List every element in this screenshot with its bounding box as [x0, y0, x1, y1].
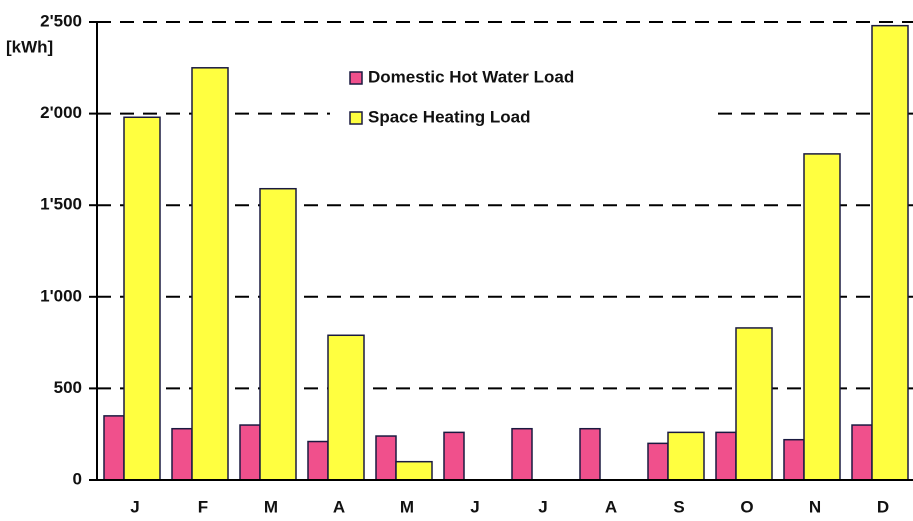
bar [851, 424, 873, 481]
x-tick-label: J [538, 497, 547, 516]
bar [511, 427, 533, 481]
bar [443, 431, 465, 481]
y-tick-label: 1'000 [40, 286, 82, 305]
x-tick-label: M [400, 497, 414, 516]
x-tick-label: F [198, 497, 208, 516]
x-tick-label: D [877, 497, 889, 516]
bar [375, 435, 397, 481]
y-axis-label: [kWh] [6, 37, 53, 56]
legend-label: Space Heating Load [368, 107, 530, 126]
bar [803, 153, 841, 481]
legend-box [330, 60, 710, 136]
bar [123, 116, 161, 481]
bar [171, 427, 193, 481]
bar [783, 438, 805, 481]
y-tick-label: 0 [73, 469, 82, 488]
x-tick-label: S [673, 497, 684, 516]
bar [715, 431, 737, 481]
bar [103, 415, 125, 481]
bar [191, 67, 229, 481]
x-tick-label: J [470, 497, 479, 516]
x-tick-label: A [333, 497, 345, 516]
x-tick-label: J [130, 497, 139, 516]
bar [327, 334, 365, 481]
bar [871, 24, 909, 481]
y-tick-label: 2'000 [40, 103, 82, 122]
y-tick-label: 500 [54, 378, 82, 397]
bar [667, 431, 705, 481]
bar [579, 427, 601, 481]
bar [307, 440, 329, 481]
bar [239, 424, 261, 481]
x-tick-label: O [740, 497, 753, 516]
bar [735, 327, 773, 481]
bar [259, 187, 297, 481]
legend-swatch [349, 111, 363, 125]
x-tick-label: N [809, 497, 821, 516]
legend-label: Domestic Hot Water Load [368, 67, 574, 86]
y-tick-label: 2'500 [40, 11, 82, 30]
bar [647, 442, 669, 481]
bar [395, 460, 433, 481]
legend-swatch [349, 71, 363, 85]
y-tick-label: 1'500 [40, 195, 82, 214]
x-tick-label: A [605, 497, 617, 516]
x-tick-label: M [264, 497, 278, 516]
